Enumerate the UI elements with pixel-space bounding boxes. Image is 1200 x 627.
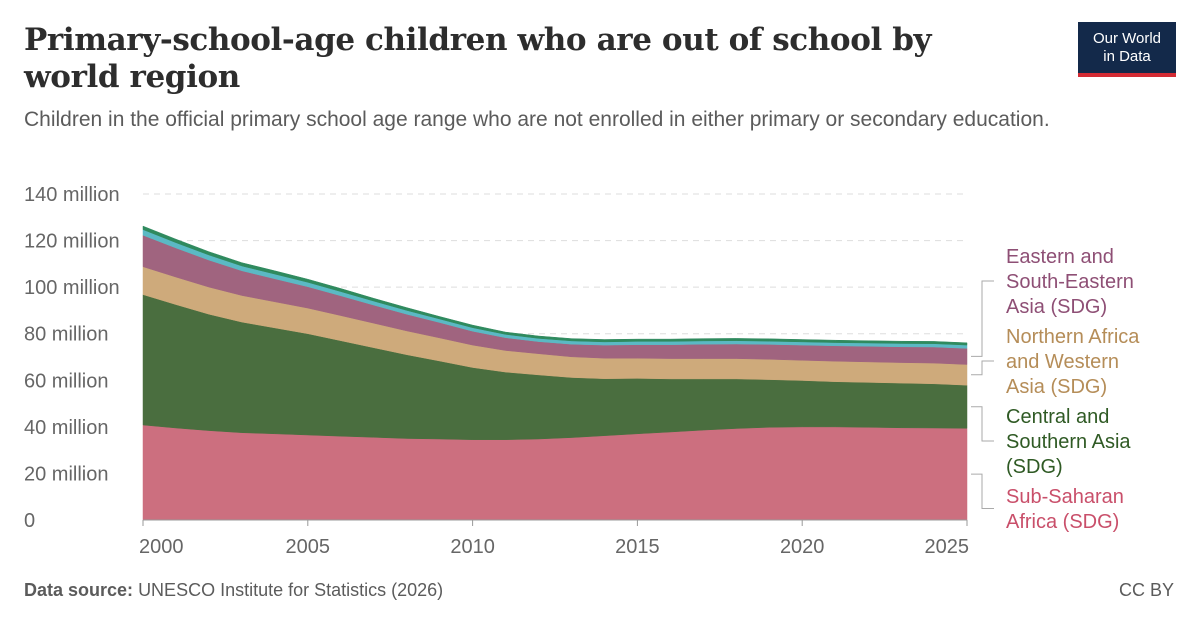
chart-subtitle: Children in the official primary school … [24,108,1050,131]
x-tick-label: 2020 [780,536,825,558]
data-source: Data source: UNESCO Institute for Statis… [24,580,443,601]
x-tick-label: 2005 [286,536,331,558]
y-tick-label: 120 million [24,231,120,253]
logo-line-2: in Data [1103,47,1151,65]
series-label-0: Sub-Saharan Africa (SDG) [1006,486,1124,533]
y-tick-label: 0 [24,510,35,532]
x-tick-label: 2000 [139,536,184,558]
data-source-text: UNESCO Institute for Statistics (2026) [138,580,444,600]
series-label-3: Eastern and South-Eastern Asia (SDG) [1006,246,1134,318]
series-label-1: Central and Southern Asia (SDG) [1006,406,1131,478]
data-source-label: Data source: [24,580,134,600]
area-series [142,225,968,521]
license-link[interactable]: CC BY [1118,580,1174,600]
chart-title: Primary-school-age children who are out … [24,22,932,95]
legend-connector [971,473,994,509]
y-tick-label: 80 million [24,324,108,346]
legend-connector [971,280,994,357]
area-series-0 [142,424,968,521]
y-tick-label: 140 million [24,184,120,206]
legend-connector [971,406,994,442]
y-tick-label: 20 million [24,463,108,485]
y-tick-label: 40 million [24,417,108,439]
axes: 0 20 million 40 million 60 million 80 millio… [24,184,969,558]
series-label-2: Northern Africa and Western Asia (SDG) [1006,326,1140,398]
owid-logo[interactable]: Our World in Data [1078,22,1176,77]
legend-labels: Sub-Saharan Africa (SDG) Central and Southe… [971,246,1140,533]
y-tick-label: 100 million [24,277,120,299]
y-tick-label: 60 million [24,370,108,392]
x-tick-label: 2010 [450,536,495,558]
area-series-5 [142,225,968,346]
logo-line-1: Our World [1092,29,1162,47]
x-tick-label: 2015 [615,536,660,558]
x-tick-label: 2025 [925,536,970,558]
legend-connector [971,360,994,376]
